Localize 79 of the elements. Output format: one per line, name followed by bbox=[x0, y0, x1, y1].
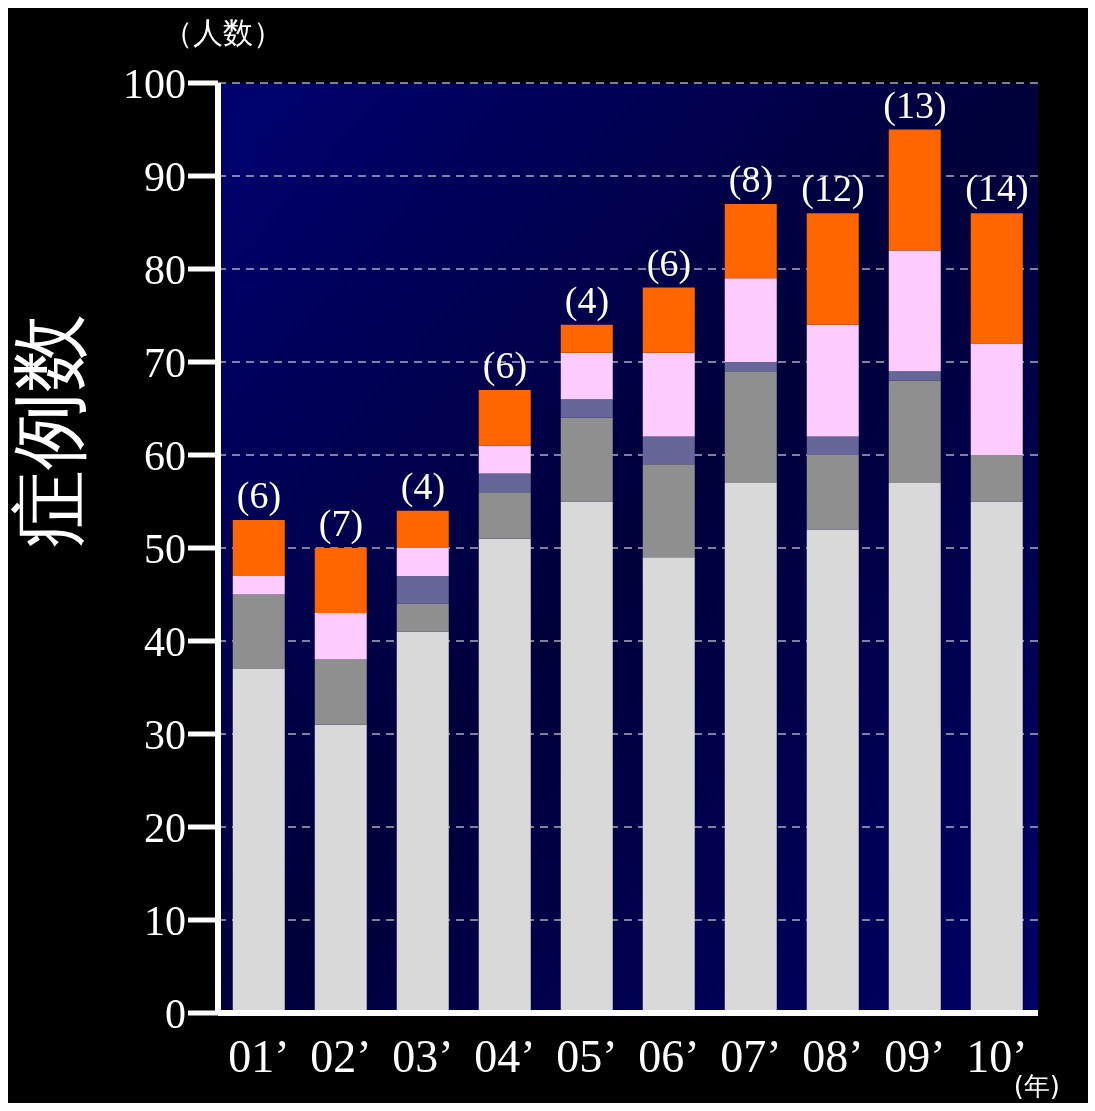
bar bbox=[888, 371, 941, 381]
bar bbox=[806, 213, 859, 325]
bar bbox=[560, 501, 613, 1013]
bar bbox=[642, 287, 695, 353]
bar bbox=[888, 482, 941, 1013]
bar bbox=[232, 575, 285, 595]
bar bbox=[642, 557, 695, 1013]
y-tick-label: 50 bbox=[144, 525, 186, 572]
bar bbox=[806, 529, 859, 1013]
bar bbox=[560, 399, 613, 418]
bar bbox=[396, 603, 449, 632]
bar bbox=[806, 436, 859, 455]
x-tick-label: 03’ bbox=[392, 1030, 454, 1082]
annotation: (4) bbox=[564, 278, 610, 322]
bar bbox=[478, 389, 531, 446]
x-tick-label: 07’ bbox=[720, 1030, 782, 1082]
y-axis-title: 症例数 bbox=[3, 314, 94, 548]
bar bbox=[970, 501, 1023, 1013]
y-tick-label: 40 bbox=[144, 618, 186, 665]
bar bbox=[806, 455, 859, 530]
bar bbox=[642, 352, 695, 437]
annotation: (6) bbox=[482, 343, 528, 387]
annotation: (12) bbox=[801, 167, 865, 211]
y-tick-label: 60 bbox=[144, 432, 186, 479]
annotation: (13) bbox=[883, 83, 947, 127]
bar bbox=[314, 613, 367, 660]
annotation: (6) bbox=[236, 474, 282, 518]
bar bbox=[888, 129, 941, 251]
bar bbox=[560, 417, 613, 502]
x-tick-label: 08’ bbox=[802, 1030, 864, 1082]
bar bbox=[724, 371, 777, 483]
bar bbox=[396, 575, 449, 604]
y-tick-label: 30 bbox=[144, 711, 186, 758]
y-tick-label: 0 bbox=[165, 990, 186, 1037]
annotation: (6) bbox=[646, 241, 692, 285]
bar bbox=[396, 548, 449, 576]
annotation: (4) bbox=[400, 464, 446, 508]
bar bbox=[314, 724, 367, 1013]
bar bbox=[478, 538, 531, 1013]
bar bbox=[970, 213, 1023, 344]
bar bbox=[642, 464, 695, 558]
bar bbox=[806, 324, 859, 437]
annotation: (7) bbox=[318, 502, 364, 545]
bar bbox=[888, 380, 941, 483]
bar bbox=[232, 668, 285, 1013]
x-tick-label: 04’ bbox=[474, 1030, 536, 1082]
y-tick-label: 70 bbox=[144, 339, 186, 386]
bar bbox=[478, 473, 531, 493]
x-tick-label: 05’ bbox=[556, 1030, 618, 1082]
y-tick-label: 80 bbox=[144, 246, 186, 293]
bar bbox=[314, 659, 367, 725]
x-tick-label: 09’ bbox=[884, 1030, 946, 1082]
bar bbox=[396, 510, 449, 548]
bar bbox=[560, 324, 613, 353]
annotation: (14) bbox=[965, 167, 1029, 211]
bar bbox=[888, 250, 941, 372]
bar bbox=[724, 203, 777, 279]
x-tick-label: 06’ bbox=[638, 1030, 700, 1082]
x-tick-label: 02’ bbox=[310, 1030, 372, 1082]
y-tick-label: 90 bbox=[144, 153, 186, 200]
y-tick-label: 20 bbox=[144, 804, 186, 851]
text: （人数） bbox=[163, 14, 283, 52]
bar bbox=[396, 631, 449, 1013]
bar bbox=[560, 352, 613, 400]
bar bbox=[970, 455, 1023, 502]
bar bbox=[724, 482, 777, 1013]
bar bbox=[970, 343, 1023, 455]
bar bbox=[314, 548, 367, 614]
bar bbox=[232, 594, 285, 669]
annotation: (8) bbox=[728, 157, 774, 201]
bar bbox=[232, 520, 285, 576]
bar bbox=[642, 436, 695, 465]
bar bbox=[478, 445, 531, 474]
bar bbox=[724, 362, 777, 372]
bar bbox=[724, 278, 777, 362]
y-tick-label: 10 bbox=[144, 897, 186, 944]
bar bbox=[478, 492, 531, 539]
y-tick-label: 100 bbox=[123, 60, 186, 107]
x-tick-label: 01’ bbox=[228, 1030, 290, 1082]
